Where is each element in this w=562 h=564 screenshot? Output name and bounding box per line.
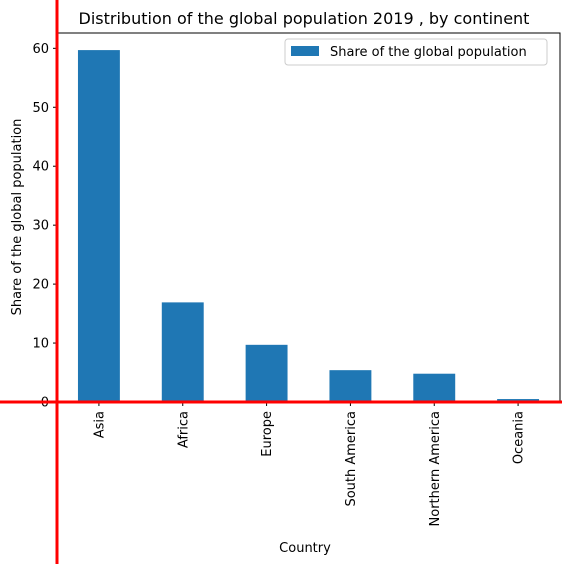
legend-box bbox=[284, 38, 548, 66]
x-axis: Asia Africa Europe South America Northern Am… bbox=[92, 402, 527, 526]
y-tick-label: 10 bbox=[32, 337, 49, 352]
x-tick-label: Asia bbox=[92, 411, 107, 438]
x-tick-label: Africa bbox=[176, 411, 191, 448]
x-axis-label: Country bbox=[279, 541, 331, 556]
bars-group bbox=[77, 50, 540, 403]
bar-northern-america bbox=[413, 373, 456, 402]
x-tick-label: Oceania bbox=[512, 411, 527, 464]
bar-africa bbox=[161, 302, 204, 402]
bar-asia bbox=[77, 50, 120, 403]
y-tick-label: 60 bbox=[32, 42, 49, 57]
y-tick-label: 50 bbox=[32, 101, 49, 116]
x-tick-label: Europe bbox=[260, 411, 275, 457]
y-tick-label: 20 bbox=[32, 278, 49, 293]
y-axis: 0102030405060 bbox=[32, 42, 57, 411]
plot-frame bbox=[56, 32, 561, 403]
legend-swatch bbox=[291, 46, 319, 56]
legend: Share of the global population bbox=[284, 38, 548, 66]
bar-south-america bbox=[329, 370, 372, 402]
legend-label: Share of the global population bbox=[330, 45, 527, 60]
bar-europe bbox=[245, 344, 288, 402]
y-axis-label: Share of the global population bbox=[10, 119, 25, 316]
y-tick-label: 40 bbox=[32, 160, 49, 175]
y-tick-label: 30 bbox=[32, 219, 49, 234]
chart-title: Distribution of the global population 20… bbox=[79, 9, 530, 28]
x-tick-label: Northern America bbox=[428, 411, 443, 526]
x-tick-label: South America bbox=[344, 411, 359, 507]
